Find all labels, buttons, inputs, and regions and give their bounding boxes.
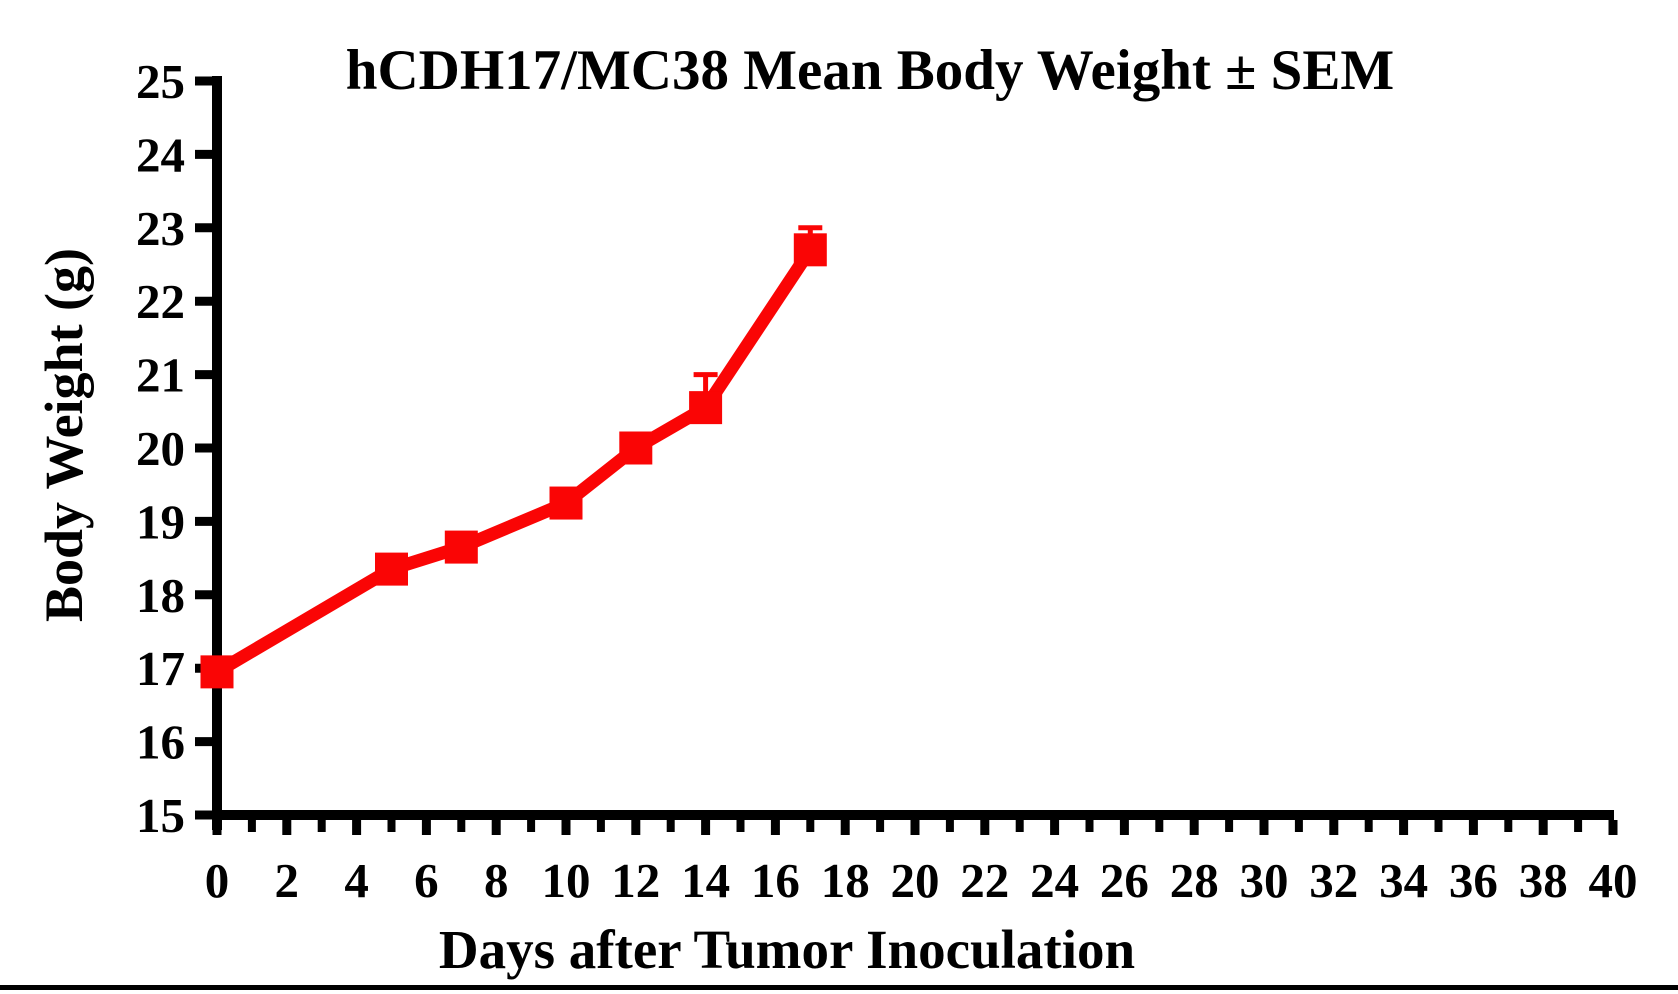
y-tick-label: 21	[136, 348, 185, 403]
y-tick-label: 22	[136, 274, 185, 329]
x-tick-label: 30	[1240, 853, 1289, 908]
x-tick-label: 0	[205, 853, 230, 908]
x-tick-label: 34	[1379, 853, 1428, 908]
x-tick-label: 20	[891, 853, 940, 908]
x-tick-label: 14	[681, 853, 730, 908]
y-tick-label: 18	[136, 568, 185, 623]
data-point-marker	[200, 655, 234, 689]
x-tick-label: 26	[1100, 853, 1149, 908]
y-tick-label: 25	[136, 54, 185, 109]
chart-title: hCDH17/MC38 Mean Body Weight ± SEM	[345, 39, 1395, 102]
y-tick-label: 16	[136, 715, 185, 770]
x-tick-label: 22	[960, 853, 1009, 908]
y-tick-label: 20	[136, 421, 185, 476]
x-tick-label: 18	[821, 853, 870, 908]
x-tick-label: 38	[1519, 853, 1568, 908]
data-point-marker	[444, 530, 478, 564]
y-tick-label: 15	[136, 788, 185, 843]
x-tick-label: 8	[484, 853, 509, 908]
data-point-marker	[619, 431, 653, 465]
y-tick-label: 24	[136, 127, 185, 182]
x-tick-label: 10	[542, 853, 591, 908]
bottom-rule	[0, 985, 1678, 990]
y-tick-label: 19	[136, 494, 185, 549]
x-tick-label: 6	[414, 853, 439, 908]
x-tick-label: 28	[1170, 853, 1219, 908]
x-axis-title: Days after Tumor Inoculation	[438, 919, 1136, 980]
x-tick-label: 4	[344, 853, 369, 908]
series-line	[213, 246, 816, 678]
x-tick-label: 24	[1030, 853, 1079, 908]
x-tick-label: 12	[611, 853, 660, 908]
data-point-marker	[375, 552, 408, 586]
y-tick-label: 23	[136, 201, 185, 256]
x-tick-label: 16	[751, 853, 800, 908]
data-point-marker	[549, 486, 583, 520]
x-tick-label: 32	[1309, 853, 1358, 908]
x-tick-label: 40	[1589, 853, 1638, 908]
data-point-marker	[793, 233, 827, 267]
data-point-marker	[689, 391, 723, 425]
y-tick-label: 17	[136, 641, 185, 696]
x-tick-label: 2	[275, 853, 300, 908]
x-tick-label: 36	[1449, 853, 1498, 908]
